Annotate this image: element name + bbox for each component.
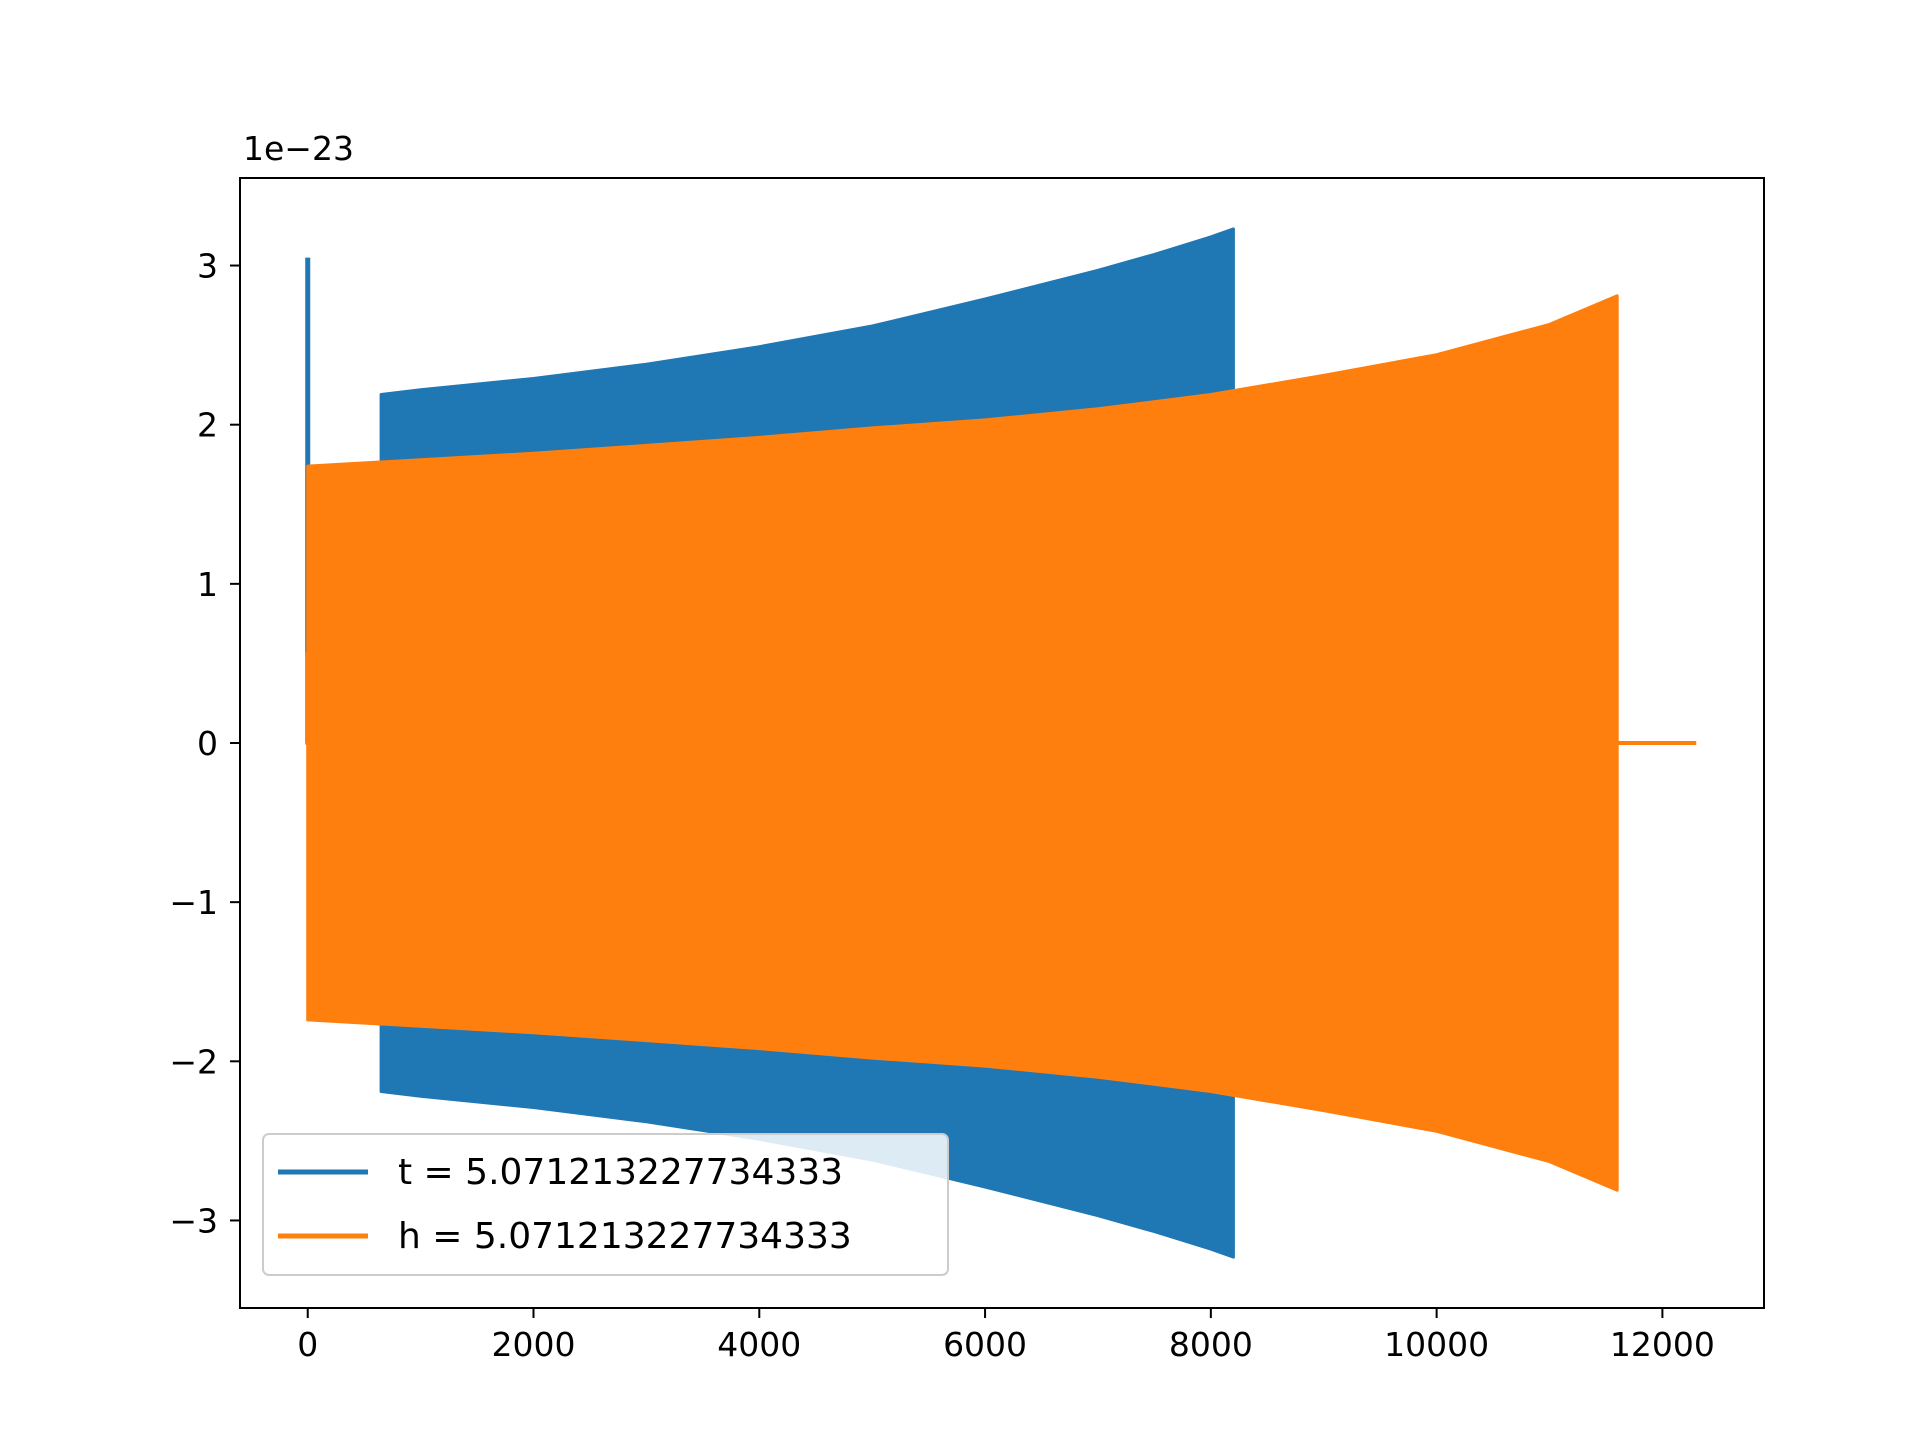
y-tick-label: 2	[197, 406, 218, 445]
legend: t = 5.071213227734333 h = 5.0712132277343…	[262, 1133, 949, 1276]
y-tick-label: 1	[197, 565, 218, 604]
series-h-waveform	[306, 294, 1619, 1192]
legend-label: t = 5.071213227734333	[398, 1152, 843, 1193]
x-tick-label: 10000	[1384, 1325, 1489, 1364]
x-tick-label: 12000	[1610, 1325, 1715, 1364]
x-tick-label: 0	[297, 1325, 318, 1364]
y-offset-label: 1e−23	[243, 129, 354, 168]
legend-label: h = 5.071213227734333	[398, 1216, 852, 1257]
x-tick-label: 8000	[1169, 1325, 1253, 1364]
plot-area	[305, 227, 1697, 1259]
y-tick-label: 3	[197, 247, 218, 286]
y-tick-label: −1	[169, 883, 218, 922]
x-tick-label: 6000	[943, 1325, 1027, 1364]
x-tick-label: 4000	[717, 1325, 801, 1364]
y-tick-label: 0	[197, 724, 218, 763]
axes: 0 2000 4000 6000 8000 10000 12000 3 2 1 0 −1 −2 −3	[169, 177, 1765, 1364]
x-tick-label: 2000	[492, 1325, 576, 1364]
y-tick-label: −3	[169, 1201, 218, 1240]
legend-box	[262, 1133, 949, 1276]
y-tick-label: −2	[169, 1042, 218, 1081]
